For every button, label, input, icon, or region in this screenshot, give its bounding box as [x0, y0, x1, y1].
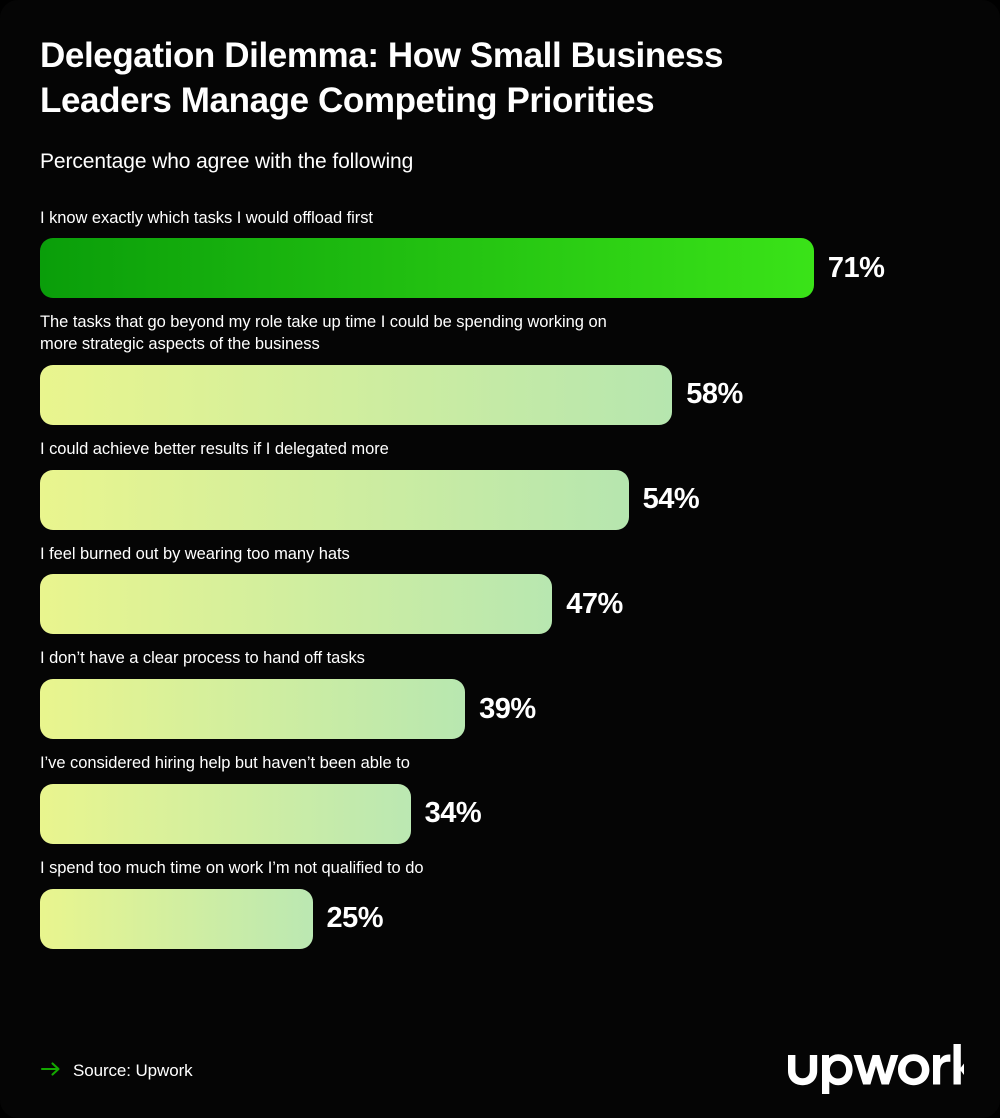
bar-row: The tasks that go beyond my role take up… [40, 312, 964, 425]
bar-value-label: 71% [827, 251, 885, 284]
bar-value-label: 54% [642, 483, 700, 516]
bar-value-label: 25% [326, 902, 384, 935]
bar-label: I don’t have a clear process to hand off… [40, 649, 365, 668]
bar-fill [40, 783, 411, 844]
bar-line: 71% [40, 238, 964, 299]
bar-line: 39% [40, 679, 964, 740]
bar-row: I know exactly which tasks I would offlo… [40, 208, 964, 299]
bar-line: 25% [40, 888, 964, 949]
page-title: Delegation Dilemma: How Small Business L… [40, 36, 724, 120]
bar-label: The tasks that go beyond my role take up… [40, 313, 607, 354]
bar-label: I could achieve better results if I dele… [40, 439, 389, 458]
bar-chart: I know exactly which tasks I would offlo… [40, 208, 964, 949]
bar-fill [40, 364, 673, 425]
bar-line: 54% [40, 469, 964, 530]
bar-label: I feel burned out by wearing too many ha… [40, 544, 350, 563]
bar-label: I know exactly which tasks I would offlo… [40, 208, 373, 227]
bar-row: I spend too much time on work I’m not qu… [40, 858, 964, 949]
bar-value-label: 34% [424, 797, 482, 830]
bar-value-label: 58% [686, 378, 743, 411]
bar-value-label: 47% [566, 587, 623, 620]
bar-row: I could achieve better results if I dele… [40, 439, 964, 530]
source-label: Source: Upwork [73, 1061, 193, 1080]
bar-row: I’ve considered hiring help but haven’t … [40, 753, 964, 844]
bar-label: I spend too much time on work I’m not qu… [40, 858, 424, 877]
bar-line: 58% [40, 364, 964, 425]
bar-fill [40, 574, 553, 635]
bar-fill [40, 469, 629, 530]
bar-value-label: 39% [479, 692, 536, 725]
source-attribution: Source: Upwork [40, 1060, 193, 1083]
bar-line: 34% [40, 783, 964, 844]
bar-fill [40, 238, 814, 299]
bar-line: 47% [40, 574, 964, 635]
bar-fill [40, 888, 313, 949]
footer: Source: Upwork [40, 1043, 981, 1094]
bar-row: I feel burned out by wearing too many ha… [40, 544, 964, 635]
bar-row: I don’t have a clear process to hand off… [40, 648, 964, 740]
bar-label: I’ve considered hiring help but haven’t … [40, 754, 410, 773]
arrow-right-icon [40, 1060, 62, 1083]
bar-fill [40, 679, 466, 740]
page-subtitle: Percentage who agree with the following [40, 149, 414, 173]
upwork-logo [786, 1043, 981, 1099]
